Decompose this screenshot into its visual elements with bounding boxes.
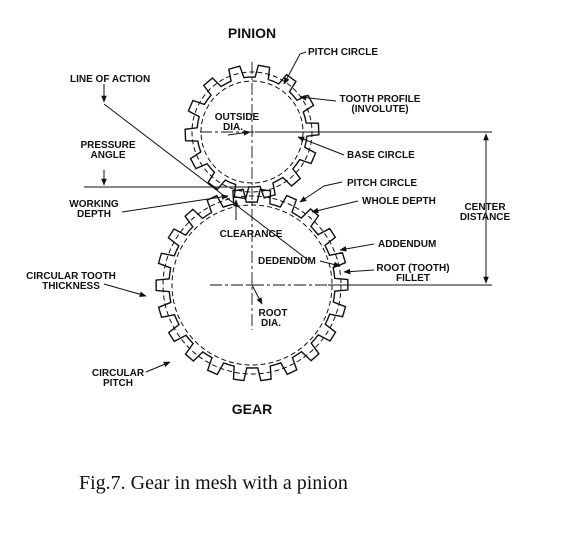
tooth-profile-label-line1: TOOTH PROFILE [340,94,421,105]
pinion-tooth-outline [184,64,320,200]
base-circle-leader [297,136,345,156]
line-of-action [103,103,309,261]
circular-tooth-thickness-label-line2: THICKNESS [42,281,100,292]
working-depth-leader [121,194,229,213]
pitch-circle-mid-leader [299,181,343,203]
tooth-profile-leader [299,94,337,102]
center-distance-label-line2: DISTANCE [460,212,511,223]
outside-dia-label-line2: DIA. [223,122,243,133]
circular-tooth-thickness-leader [103,283,147,297]
root-fillet-leader [343,268,375,275]
clearance-label: CLEARANCE [220,229,283,240]
pitch-circle-top-leader [283,51,307,85]
circular-pitch-leader [145,361,171,373]
pressure-angle-label-line2: ANGLE [91,150,126,161]
working-depth-label-line1: WORKING [69,199,119,210]
whole-depth-label: WHOLE DEPTH [362,196,436,207]
circular-tooth-thickness-label-line1: CIRCULAR TOOTH [26,271,116,282]
line-of-action-label: LINE OF ACTION [70,74,150,85]
root-dia-label-line2: DIA. [261,318,281,329]
circular-pitch-label-line2: PITCH [103,378,133,389]
root-dia-label-line1: ROOT [259,308,288,319]
base-circle-label: BASE CIRCLE [347,150,415,161]
center-distance-label-line1: CENTER [464,202,506,213]
whole-depth-leader [311,200,359,214]
root-fillet-label-line2: FILLET [396,273,430,284]
gear-title: GEAR [232,401,272,417]
gear-tooth-outline [155,188,349,382]
addendum-label: ADDENDUM [378,239,436,250]
pitch-circle-top-label: PITCH CIRCLE [308,47,378,58]
pinion-title: PINION [228,25,276,41]
outside-dia-label-line1: OUTSIDE [215,112,260,123]
outside-dia-leader [227,130,251,136]
tooth-profile-label-line2: (INVOLUTE) [351,104,408,115]
dedendum-label: DEDENDUM [258,256,316,267]
addendum-leader [339,243,375,252]
pressure-angle-label-line1: PRESSURE [80,140,135,151]
circular-pitch-label-line1: CIRCULAR [92,368,145,379]
figure-caption: Fig.7. Gear in mesh with a pinion [79,472,348,494]
dedendum-leader [319,260,341,268]
working-depth-label-line2: DEPTH [77,209,111,220]
pitch-circle-mid-label: PITCH CIRCLE [347,178,417,189]
root-dia-leader [251,284,263,305]
root-fillet-label-line1: ROOT (TOOTH) [376,263,449,274]
